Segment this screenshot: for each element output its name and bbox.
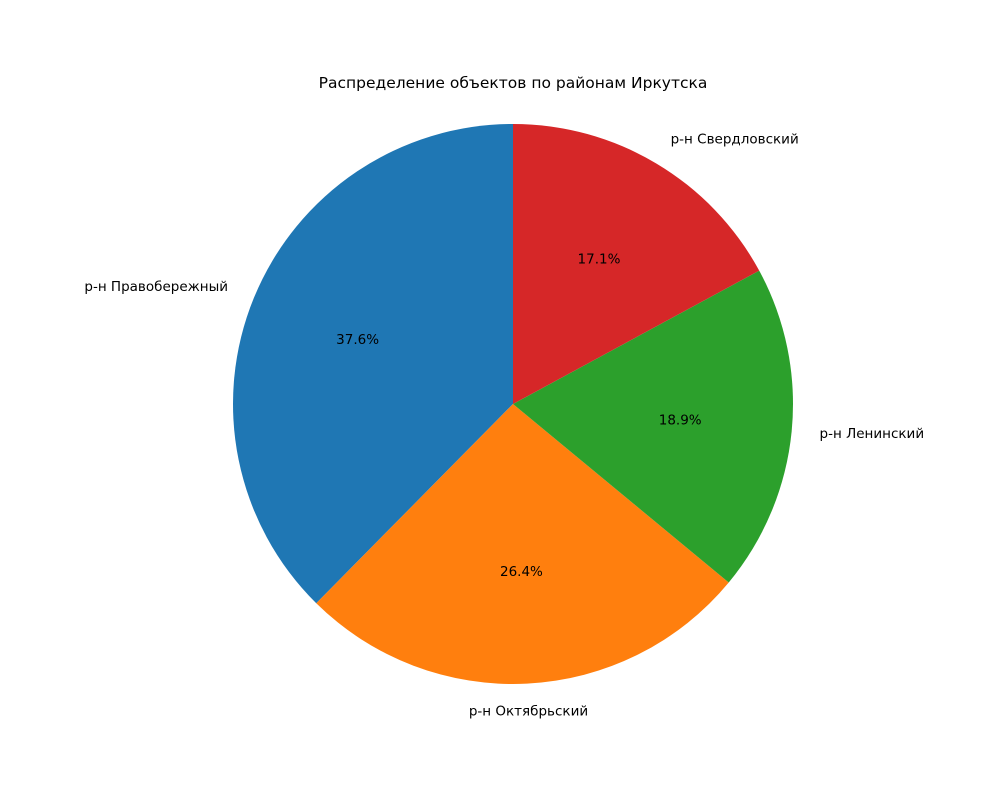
chart-title: Распределение объектов по районам Иркутс…: [319, 74, 708, 92]
pie-labels: р-н Правобережный 37.6% р-н Октябрьский 26.…: [84, 131, 924, 719]
pie-slices: [233, 124, 794, 684]
slice-percent-label-1: 37.6%: [336, 332, 379, 348]
slice-label-3: р-н Ленинский: [820, 426, 925, 442]
pie-slice-3: [513, 270, 794, 583]
pie-slice-2: [316, 404, 729, 684]
slice-percent-label-2: 26.4%: [500, 564, 543, 580]
pie-slice-1: [233, 124, 513, 604]
slice-label-4: р-н Свердловский: [671, 131, 799, 147]
slice-label-1: р-н Правобережный: [84, 279, 228, 295]
pie-slice-4: [513, 124, 760, 404]
slice-percent-label-3: 18.9%: [659, 412, 702, 428]
slice-percent-label-4: 17.1%: [578, 252, 621, 268]
slice-label-2: р-н Октябрьский: [469, 704, 588, 720]
